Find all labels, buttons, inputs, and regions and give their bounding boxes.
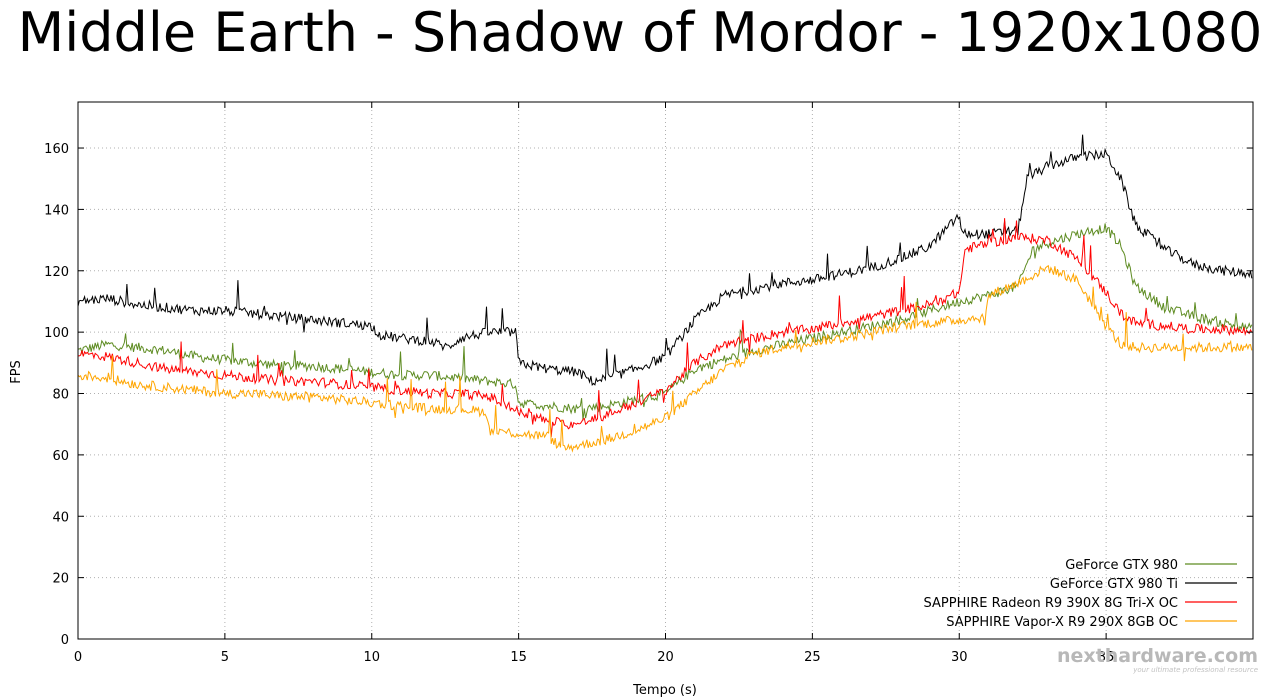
y-tick-label: 60 — [52, 449, 69, 464]
x-tick-label: 5 — [221, 650, 229, 665]
x-tick-label: 35 — [1098, 650, 1115, 665]
x-tick-label: 15 — [510, 650, 527, 665]
watermark: nexthardware.com your ultimate professio… — [1057, 645, 1258, 674]
chart-title: Middle Earth - Shadow of Mordor - 1920x1… — [17, 1, 1263, 64]
y-tick-label: 120 — [44, 265, 69, 280]
y-tick-label: 100 — [44, 326, 69, 341]
y-tick-label: 0 — [61, 633, 69, 648]
y-tick-label: 160 — [44, 142, 69, 157]
x-tick-label: 25 — [804, 650, 821, 665]
series-group — [77, 134, 1253, 453]
legend-label: GeForce GTX 980 — [1065, 558, 1178, 573]
y-axis-label: FPS — [9, 360, 24, 384]
legend-label: SAPPHIRE Vapor-X R9 290X 8GB OC — [946, 615, 1178, 630]
y-tick-label: 80 — [52, 388, 69, 403]
series-line-1 — [78, 223, 1253, 421]
legend-label: SAPPHIRE Radeon R9 390X 8G Tri-X OC — [924, 596, 1178, 611]
x-tick-label: 10 — [363, 650, 380, 665]
x-tick-label: 0 — [74, 650, 82, 665]
watermark-text: nexthardware.com — [1057, 645, 1258, 667]
x-axis-label: Tempo (s) — [632, 683, 697, 698]
y-tick-label: 20 — [52, 572, 69, 587]
y-tick-label: 140 — [44, 203, 69, 218]
x-tick-label: 30 — [951, 650, 968, 665]
y-tick-label: 40 — [52, 510, 69, 525]
series-line-4 — [77, 264, 1253, 453]
legend-label: GeForce GTX 980 Ti — [1050, 577, 1178, 592]
series-line-2 — [77, 134, 1253, 387]
watermark-tagline: your ultimate professional resource — [1132, 666, 1258, 674]
axis-ticks: 0 20 40 60 80 100 120 140 160 0 5 10 15 20 25 30 35 — [44, 102, 1253, 665]
legend: GeForce GTX 980 GeForce GTX 980 Ti SAPPHIR… — [924, 558, 1237, 630]
x-tick-label: 20 — [657, 650, 674, 665]
series-line-3 — [78, 218, 1253, 438]
